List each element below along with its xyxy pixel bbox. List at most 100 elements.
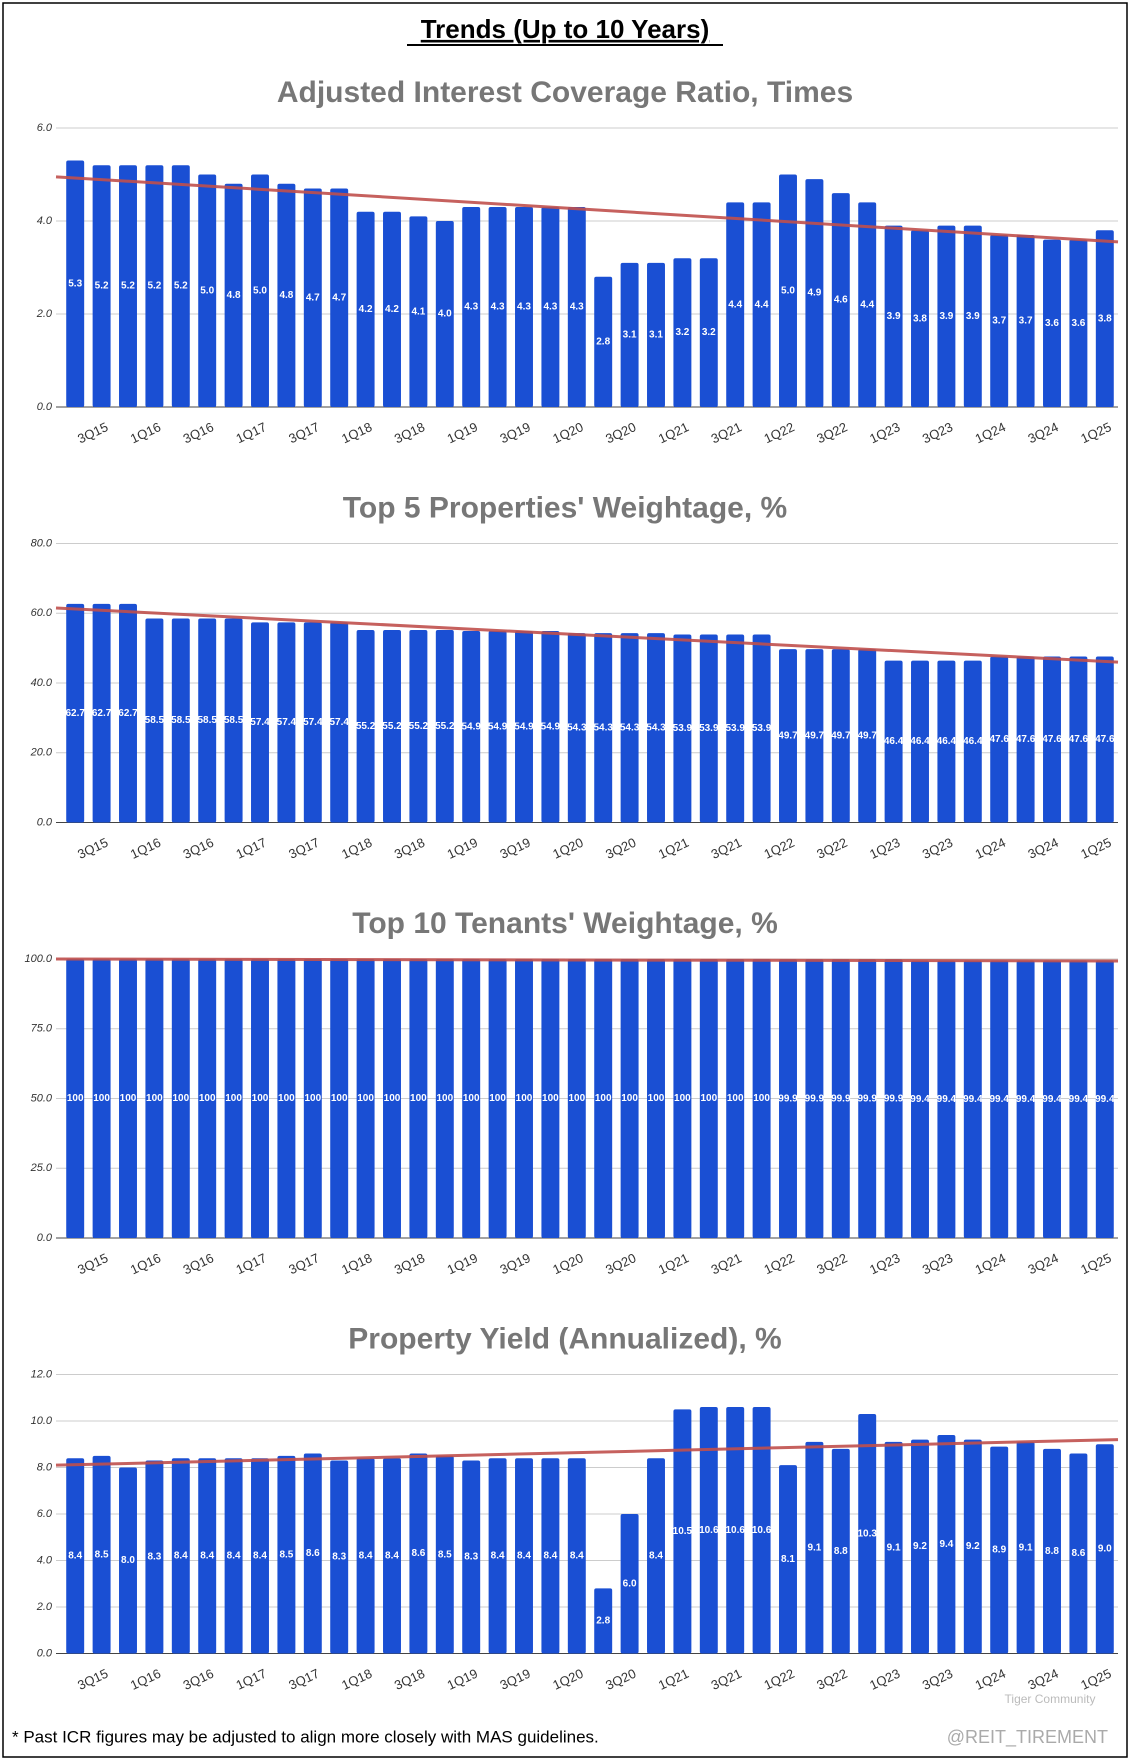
value-label: 58.5 (197, 715, 217, 726)
value-label: 8.4 (200, 1550, 214, 1561)
value-label: 55.2 (356, 721, 376, 732)
bar (594, 276, 613, 407)
bar (858, 1414, 877, 1654)
bar (383, 211, 401, 407)
value-label: 53.9 (752, 723, 772, 734)
bar (726, 202, 745, 407)
value-label: 100 (700, 1093, 717, 1104)
bar (198, 1458, 217, 1654)
bar (435, 629, 454, 823)
chart-title: Top 5 Properties' Weightage, % (343, 491, 787, 524)
y-tick-label: 80.0 (31, 537, 53, 549)
bar (409, 629, 428, 823)
x-tick-label: 3Q23 (920, 1666, 955, 1693)
x-tick-label: 3Q21 (709, 419, 744, 446)
bar (1095, 960, 1114, 1238)
bar (409, 959, 428, 1238)
y-tick-label: 2.0 (36, 308, 53, 320)
value-label: 3.9 (939, 311, 953, 322)
x-tick-label: 3Q21 (709, 835, 744, 862)
x-tick-label: 3Q18 (392, 835, 427, 862)
value-label: 49.7 (831, 730, 851, 741)
value-label: 62.7 (65, 708, 85, 719)
bar (884, 225, 903, 407)
bar (726, 634, 745, 823)
value-label: 100 (753, 1093, 770, 1104)
x-tick-label: 3Q15 (75, 835, 110, 862)
value-label: 4.4 (860, 299, 874, 310)
value-label: 58.5 (145, 715, 165, 726)
value-label: 4.0 (438, 309, 452, 320)
bar (277, 959, 296, 1238)
value-label: 4.2 (385, 304, 399, 315)
bar (277, 1455, 296, 1654)
value-label: 9.1 (887, 1542, 901, 1553)
bar (831, 959, 850, 1238)
bar (594, 1588, 613, 1654)
bar (699, 634, 718, 823)
value-label: 8.4 (385, 1550, 399, 1561)
bar (937, 660, 956, 823)
bar (1043, 239, 1061, 407)
x-tick-label: 3Q17 (286, 1250, 321, 1277)
value-label: 9.4 (939, 1539, 953, 1550)
value-label: 10.5 (673, 1526, 693, 1537)
bar (1095, 1444, 1114, 1654)
bar (462, 959, 481, 1238)
x-tick-label: 1Q24 (973, 835, 1008, 862)
value-label: 54.3 (646, 722, 666, 733)
x-tick-label: 3Q19 (498, 419, 533, 446)
value-label: 5.0 (200, 285, 214, 296)
bar (462, 207, 481, 407)
y-tick-label: 60.0 (31, 607, 53, 619)
bar (858, 202, 877, 407)
bar (884, 1441, 903, 1654)
value-label: 47.6 (1069, 734, 1089, 745)
bar (356, 211, 375, 407)
value-label: 54.9 (488, 721, 508, 732)
x-tick-label: 1Q16 (128, 419, 163, 446)
value-label: 3.9 (887, 311, 901, 322)
bar (673, 959, 692, 1238)
y-tick-label: 2.0 (36, 1601, 53, 1613)
value-label: 99.4 (989, 1094, 1009, 1105)
value-label: 100 (384, 1093, 401, 1104)
bar (541, 1458, 560, 1654)
value-label: 8.3 (147, 1552, 161, 1563)
bar (1069, 1453, 1088, 1654)
bar (831, 1448, 850, 1654)
value-label: 8.4 (359, 1550, 373, 1561)
value-label: 4.3 (543, 302, 557, 313)
bar (990, 960, 1009, 1238)
value-label: 47.6 (989, 734, 1009, 745)
value-label: 3.6 (1071, 318, 1085, 329)
bar (462, 631, 481, 823)
bar (515, 631, 533, 823)
value-label: 9.0 (1098, 1544, 1112, 1555)
bar (409, 1453, 428, 1654)
bar (620, 633, 639, 823)
bar (647, 959, 665, 1238)
bar (356, 1458, 375, 1654)
bar (963, 960, 982, 1238)
x-tick-label: 1Q21 (656, 1666, 691, 1693)
bar (963, 1439, 982, 1654)
watermark-logo: Tiger Community (1005, 1692, 1096, 1706)
bar (409, 216, 428, 407)
value-label: 8.5 (95, 1549, 109, 1560)
value-label: 55.2 (409, 721, 429, 732)
bar (805, 179, 824, 407)
bar (198, 959, 217, 1238)
x-tick-label: 3Q18 (392, 419, 427, 446)
bar (647, 1458, 665, 1654)
value-label: 99.4 (1016, 1094, 1036, 1105)
x-tick-label: 3Q21 (709, 1250, 744, 1277)
value-label: 5.0 (781, 285, 795, 296)
x-tick-label: 1Q22 (762, 1666, 797, 1693)
bar (119, 1467, 137, 1654)
value-label: 58.5 (171, 715, 191, 726)
value-label: 4.8 (227, 290, 241, 301)
bar (119, 165, 137, 407)
value-label: 57.4 (303, 717, 323, 728)
